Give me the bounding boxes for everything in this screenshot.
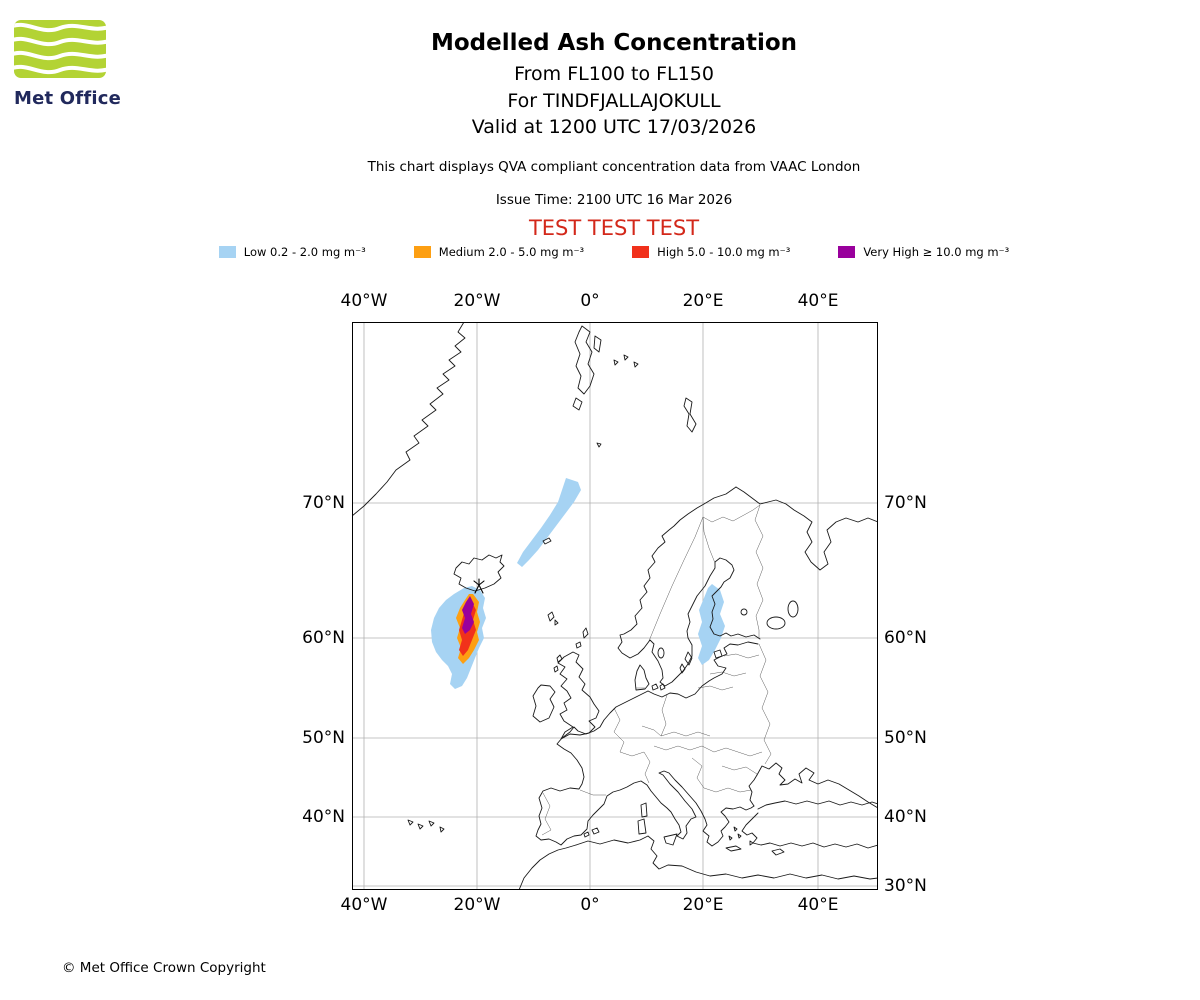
coast-svalbard: [574, 325, 595, 395]
legend-item-high: High 5.0 - 10.0 mg m⁻³: [632, 245, 790, 259]
legend-item-very-high: Very High ≥ 10.0 mg m⁻³: [838, 245, 1009, 259]
y-axis-label-right-70n: 70°N: [884, 493, 927, 513]
country-borders: [541, 504, 772, 836]
legend-label-very-high: Very High ≥ 10.0 mg m⁻³: [863, 245, 1010, 259]
x-axis-label-top-40w: 40°W: [340, 291, 388, 311]
coast-black-sea-north: [756, 762, 878, 809]
coast-franz-josef: [613, 354, 639, 368]
coast-svalbard-s: [572, 397, 583, 411]
coast-orkney: [575, 641, 582, 649]
coast-svalbard-ne: [593, 335, 602, 353]
coast-morocco: [518, 844, 577, 890]
subtitle-flight-levels: From FL100 to FL150: [514, 63, 714, 85]
x-axis-label-bottom-40e: 40°E: [797, 895, 839, 915]
legend: Low 0.2 - 2.0 mg m⁻³ Medium 2.0 - 5.0 mg…: [28, 245, 1200, 259]
coast-jan-mayen: [542, 537, 552, 545]
ash-plume-low: [698, 584, 725, 665]
coast-turkey-south: [741, 812, 878, 849]
y-axis-label-right-40n: 40°N: [884, 807, 927, 827]
chart-description: This chart displays QVA compliant concen…: [367, 159, 861, 175]
coast-iceland: [453, 554, 505, 592]
ash-plumes: [431, 478, 725, 689]
issue-time: Issue Time: 2100 UTC 16 Mar 2026: [495, 192, 733, 208]
x-axis-label-top-20e: 20°E: [682, 291, 724, 311]
x-axis-label-bottom-20e: 20°E: [682, 895, 724, 915]
x-axis-label-top-20w: 20°W: [453, 291, 501, 311]
met-office-logo-waves: [14, 20, 106, 78]
coast-cyprus: [771, 848, 785, 856]
lake-ladoga: [766, 616, 786, 630]
coast-sicily: [663, 833, 678, 846]
legend-item-medium: Medium 2.0 - 5.0 mg m⁻³: [413, 245, 585, 259]
ash-plume-low: [517, 478, 581, 567]
y-axis-label-right-50n: 50°N: [884, 728, 927, 748]
legend-label-low: Low 0.2 - 2.0 mg m⁻³: [243, 245, 366, 259]
coast-balearics: [583, 827, 600, 838]
coast-crete: [725, 845, 742, 852]
coast-ireland: [532, 684, 556, 723]
coast-gotland: [684, 651, 693, 666]
coast-west-europe-mediterranean: [535, 690, 755, 847]
subtitle-valid-time: Valid at 1200 UTC 17/03/2026: [471, 116, 757, 138]
x-axis-label-top-0: 0°: [580, 291, 600, 311]
y-axis-label-left-40n: 40°N: [302, 807, 345, 827]
coast-corsica: [640, 802, 648, 818]
y-axis-label-right-60n: 60°N: [884, 628, 927, 648]
coast-baltic-south: [647, 641, 759, 699]
y-axis-label-right-30n: 30°N: [884, 876, 927, 896]
coast-great-britain: [557, 651, 600, 740]
copyright-notice: © Met Office Crown Copyright: [62, 960, 266, 976]
coast-azores: [407, 819, 445, 833]
coast-aegean-islands: [728, 826, 742, 841]
met-office-logo: Met Office: [14, 20, 121, 109]
coast-novaya-zemlya: [683, 397, 697, 433]
coast-greenland: [352, 322, 466, 517]
legend-swatch-high: [632, 246, 650, 258]
coast-saaremaa: [713, 649, 723, 659]
legend-swatch-medium: [413, 246, 431, 258]
y-axis-label-left-60n: 60°N: [302, 628, 345, 648]
coast-oland: [679, 663, 686, 674]
legend-label-medium: Medium 2.0 - 5.0 mg m⁻³: [438, 245, 585, 259]
map-canvas: [352, 322, 878, 890]
legend-item-low: Low 0.2 - 2.0 mg m⁻³: [218, 245, 366, 259]
coast-scandinavia: [617, 486, 761, 687]
lake-onega: [787, 600, 799, 618]
coast-denmark: [634, 664, 650, 691]
x-axis-label-bottom-0: 0°: [580, 895, 600, 915]
coastlines: [352, 322, 878, 890]
legend-label-high: High 5.0 - 10.0 mg m⁻³: [657, 245, 791, 259]
subtitle-volcano: For TINDFJALLAJOKULL: [507, 90, 721, 112]
coast-faroes: [547, 611, 559, 626]
x-axis-label-bottom-40w: 40°W: [340, 895, 388, 915]
x-axis-label-bottom-20w: 20°W: [453, 895, 501, 915]
map-frame: [352, 322, 878, 890]
test-banner: TEST TEST TEST: [528, 216, 700, 240]
volcano-icon: [473, 578, 485, 594]
x-axis-label-top-40e: 40°E: [797, 291, 839, 311]
graticule-grid: [352, 322, 878, 890]
legend-swatch-very-high: [838, 246, 856, 258]
lake-vanern: [657, 647, 665, 659]
coast-shetland: [582, 627, 589, 639]
coast-danish-isles: [651, 683, 666, 691]
coast-north-africa: [575, 835, 878, 880]
coast-rhodes: [749, 840, 754, 846]
coast-north-russia: [735, 486, 878, 571]
page-title: Modelled Ash Concentration: [430, 30, 798, 56]
y-axis-label-left-50n: 50°N: [302, 728, 345, 748]
coast-bear-island: [596, 442, 602, 448]
y-axis-label-left-70n: 70°N: [302, 493, 345, 513]
coast-turkey-north: [757, 800, 878, 810]
legend-swatch-low: [218, 246, 236, 258]
ash-plume-very_high: [462, 596, 474, 634]
lake-finnish: [740, 608, 748, 616]
coast-black-sea-west: [748, 774, 758, 807]
met-office-logo-text: Met Office: [14, 88, 122, 109]
coast-sardinia: [637, 818, 647, 835]
